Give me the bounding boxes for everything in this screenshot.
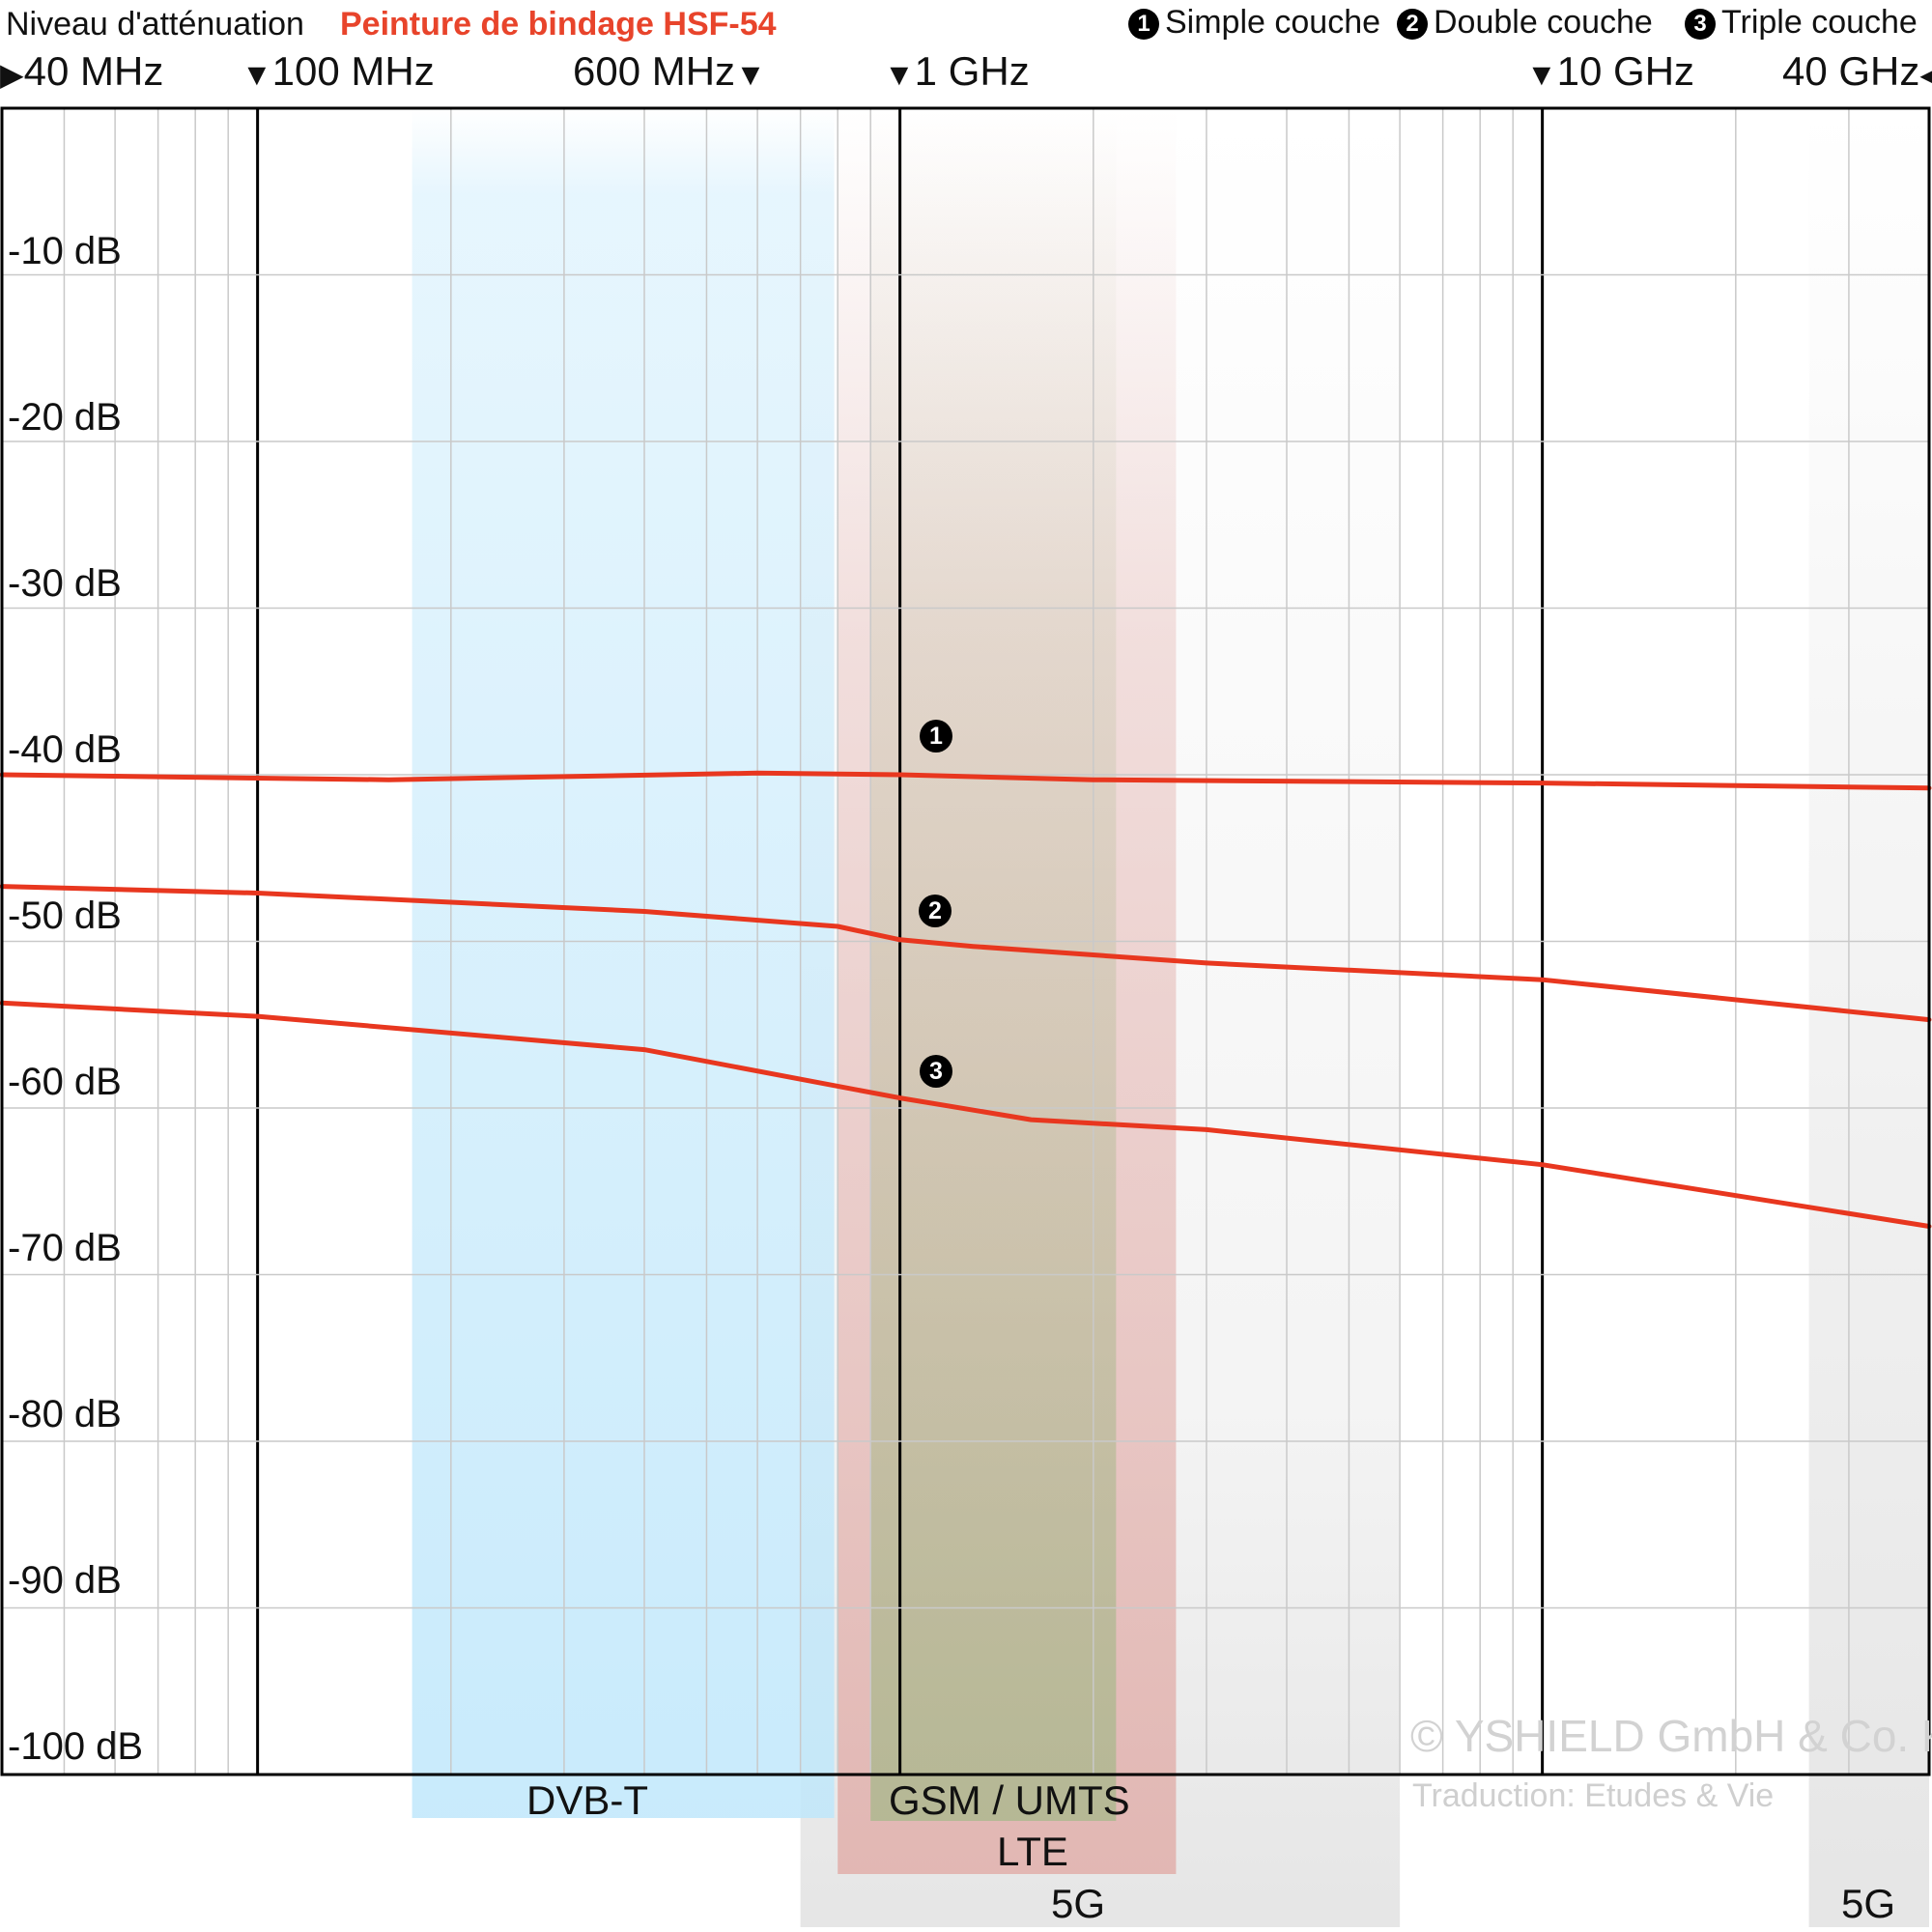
freq-label-600mhz: 600 MHz▼ [573,48,766,94]
triangle-right-icon: ▶ [0,57,24,92]
marker-1-icon: 1 [1128,9,1159,40]
series-line-2 [0,884,1932,1023]
legend-label-1: Simple couche [1165,4,1381,41]
y-tick-label: -40 dB [8,728,122,771]
frequency-band-dvb-t [412,108,835,1818]
freq-label-40ghz: 40 GHz◀ [1782,48,1932,95]
freq-label-40mhz: ▶40 MHz [0,48,164,94]
plot-frame [0,106,1931,1776]
frequency-band-gsm-umts [870,108,1117,1821]
y-tick-label: -20 dB [8,396,122,439]
y-tick-label: -10 dB [8,230,122,272]
chart-ylabel: Niveau d'atténuation [6,6,304,43]
band-label-lte: LTE [997,1829,1068,1874]
legend-item-1: 1 Simple couche [1128,4,1380,42]
chart-title: Peinture de bindage HSF-54 [340,6,777,43]
marker-3-icon: 3 [1685,9,1716,40]
legend-item-3: 3 Triple couche [1685,4,1918,42]
series-marker-3: 3 [920,1055,952,1088]
copyright-watermark: © YSHIELD GmbH & Co. KG [1410,1711,1932,1761]
freq-label-100mhz: ▼100 MHz [242,48,435,94]
triangle-down-icon: ▼ [242,57,272,92]
grid [2,108,1929,1775]
band-label-5g-high: 5G [1841,1881,1896,1926]
y-tick-label: -100 dB [8,1725,144,1768]
series-marker-1: 1 [920,720,952,753]
y-tick-label: -80 dB [8,1393,122,1435]
band-label-dvbt: DVB-T [526,1777,648,1823]
freq-label-1ghz: ▼1 GHz [884,48,1030,94]
legend-label-3: Triple couche [1721,4,1918,41]
freq-label-10ghz: ▼10 GHz [1526,48,1695,94]
triangle-left-icon: ◀ [1919,57,1932,92]
y-tick-label: -50 dB [8,895,122,937]
series-line-1 [0,770,1932,791]
y-tick-label: -90 dB [8,1559,122,1602]
triangle-down-icon: ▼ [735,57,766,92]
series-marker-2: 2 [919,895,952,927]
band-label-gsm-umts: GSM / UMTS [889,1777,1130,1823]
triangle-down-icon: ▼ [1526,57,1557,92]
y-tick-label: -60 dB [8,1061,122,1103]
series-line-3 [0,1000,1932,1229]
y-tick-label: -30 dB [8,562,122,605]
y-tick-label: -70 dB [8,1227,122,1269]
frequency-bands [412,108,1929,1927]
triangle-down-icon: ▼ [884,57,915,92]
band-label-5g: 5G [1051,1881,1106,1926]
marker-2-icon: 2 [1397,9,1428,40]
legend-label-2: Double couche [1434,4,1653,41]
translation-credit: Traduction: Etudes & Vie [1412,1777,1775,1814]
legend-item-2: 2 Double couche [1397,4,1653,42]
curves [0,770,1932,1229]
